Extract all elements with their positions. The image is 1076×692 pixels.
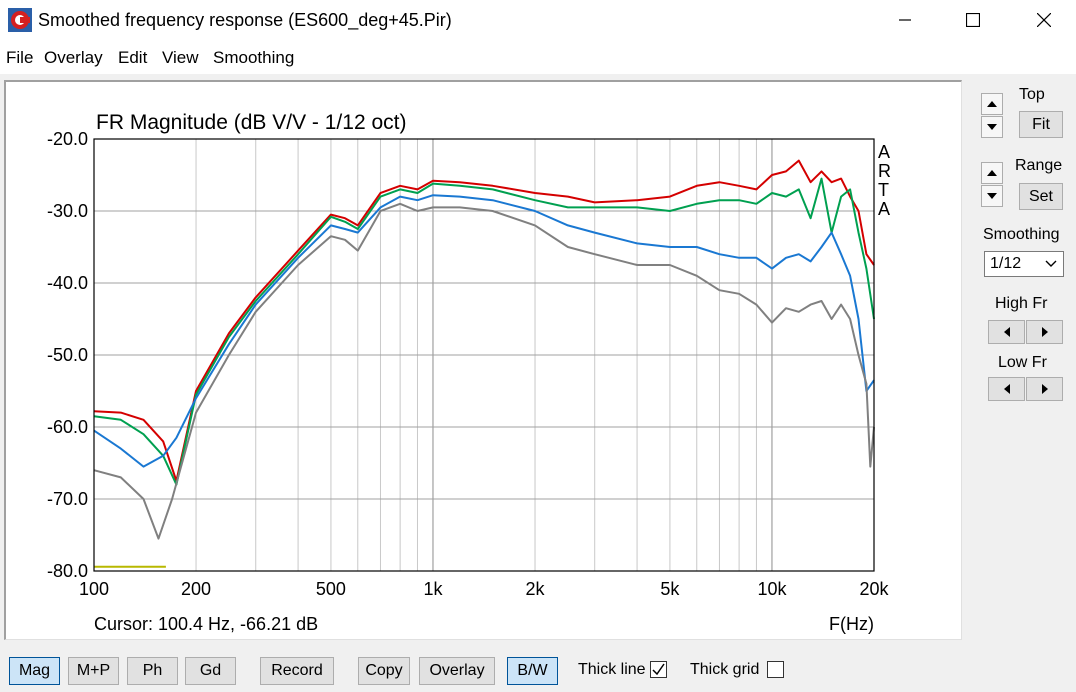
y-tick-label: -20.0 [47, 129, 88, 149]
ph-button[interactable]: Ph [127, 657, 178, 685]
menu-overlay[interactable]: Overlay [44, 48, 103, 67]
y-tick-label: -60.0 [47, 417, 88, 437]
x-tick-label: 100 [79, 579, 109, 599]
arrow-left-icon [1003, 384, 1010, 394]
thick-line-label: Thick line [578, 661, 646, 678]
series-line-2 [93, 177, 875, 486]
mag-button[interactable]: Mag [9, 657, 60, 685]
mp-button[interactable]: M+P [68, 657, 119, 685]
menu-smoothing[interactable]: Smoothing [213, 48, 295, 67]
chart-grid [94, 139, 874, 571]
thick-line-checkbox[interactable] [650, 661, 667, 678]
chart-series [93, 159, 875, 568]
y-tick-labels: -20.0 -30.0 -40.0 -50.0 -60.0 -70.0 -80.0 [47, 129, 88, 581]
x-tick-label: 2k [526, 579, 546, 599]
y-tick-label: -50.0 [47, 345, 88, 365]
thick-grid-label: Thick grid [690, 661, 760, 678]
x-tick-labels: 100 200 500 1k 2k 5k 10k 20k [79, 579, 890, 599]
maximize-icon [966, 13, 980, 27]
top-label: Top [1019, 86, 1045, 103]
x-tick-label: 1k [423, 579, 443, 599]
close-icon [1037, 13, 1051, 27]
arrow-up-icon [987, 101, 997, 107]
high-fr-left-button[interactable] [988, 320, 1025, 344]
series-line-3 [93, 194, 875, 468]
record-button[interactable]: Record [260, 657, 334, 685]
thick-grid-checkbox[interactable] [767, 661, 784, 678]
x-tick-label: 5k [660, 579, 680, 599]
smoothing-value: 1/12 [990, 255, 1022, 272]
smoothing-label: Smoothing [983, 226, 1060, 243]
low-fr-left-button[interactable] [988, 377, 1025, 401]
high-fr-label: High Fr [995, 295, 1048, 312]
chart-title: FR Magnitude (dB V/V - 1/12 oct) [96, 111, 406, 134]
close-button[interactable] [1021, 0, 1067, 40]
fit-button[interactable]: Fit [1019, 111, 1063, 138]
x-tick-label: 200 [181, 579, 211, 599]
menu-bar: File Overlay Edit View Smoothing [0, 40, 1076, 74]
y-tick-label: -80.0 [47, 561, 88, 581]
watermark-letter: T [878, 180, 889, 200]
series-line-1 [93, 159, 875, 482]
bw-button[interactable]: B/W [507, 657, 558, 685]
y-tick-label: -30.0 [47, 201, 88, 221]
x-tick-label: 10k [757, 579, 787, 599]
checkmark-icon [652, 663, 665, 676]
y-tick-label: -40.0 [47, 273, 88, 293]
watermark-letter: A [878, 142, 890, 162]
range-down-button[interactable] [981, 185, 1003, 207]
minimize-icon [899, 19, 911, 21]
title-bar: Smoothed frequency response (ES600_deg+4… [0, 0, 1076, 40]
arrow-left-icon [1003, 327, 1010, 337]
low-fr-label: Low Fr [998, 354, 1047, 371]
copy-button[interactable]: Copy [358, 657, 410, 685]
set-button[interactable]: Set [1019, 183, 1063, 210]
menu-view[interactable]: View [162, 48, 199, 67]
chevron-down-icon [1045, 260, 1057, 267]
arrow-down-icon [987, 124, 997, 130]
series-line-4 [93, 202, 875, 540]
range-up-button[interactable] [981, 162, 1003, 184]
top-down-button[interactable] [981, 116, 1003, 138]
y-tick-label: -70.0 [47, 489, 88, 509]
plot-frame [93, 138, 875, 572]
arrow-down-icon [987, 193, 997, 199]
arrow-up-icon [987, 170, 997, 176]
minimize-button[interactable] [882, 0, 928, 40]
low-fr-right-button[interactable] [1026, 377, 1063, 401]
smoothing-select[interactable]: 1/12 [984, 251, 1064, 277]
app-icon[interactable] [8, 8, 32, 32]
maximize-button[interactable] [950, 0, 996, 40]
x-tick-label: 500 [316, 579, 346, 599]
x-axis-label: F(Hz) [829, 614, 874, 634]
arrow-right-icon [1041, 384, 1048, 394]
watermark-letter: R [878, 161, 891, 181]
arrow-right-icon [1041, 327, 1048, 337]
overlay-button[interactable]: Overlay [419, 657, 495, 685]
cursor-readout: Cursor: 100.4 Hz, -66.21 dB [94, 614, 318, 634]
range-label: Range [1015, 157, 1063, 174]
x-tick-label: 20k [859, 579, 889, 599]
menu-edit[interactable]: Edit [118, 48, 148, 67]
watermark-letter: A [878, 199, 890, 219]
top-up-button[interactable] [981, 93, 1003, 115]
plot-panel[interactable]: FR Magnitude (dB V/V - 1/12 oct) -20.0 -3… [4, 80, 962, 640]
window-title: Smoothed frequency response (ES600_deg+4… [38, 10, 452, 30]
frequency-response-chart[interactable]: FR Magnitude (dB V/V - 1/12 oct) -20.0 -3… [6, 82, 961, 639]
high-fr-right-button[interactable] [1026, 320, 1063, 344]
gd-button[interactable]: Gd [185, 657, 236, 685]
menu-file[interactable]: File [6, 48, 34, 67]
